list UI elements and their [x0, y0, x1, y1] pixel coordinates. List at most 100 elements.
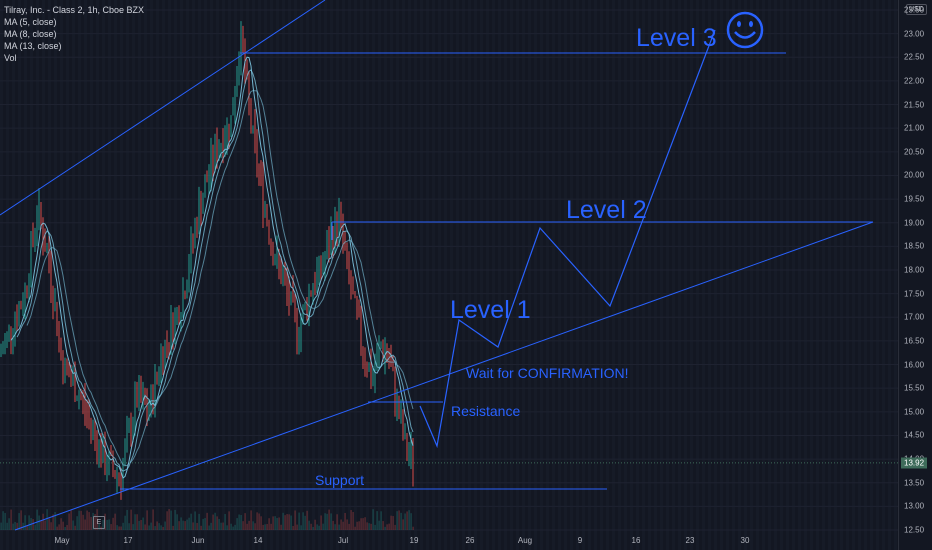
volume-bar	[198, 513, 200, 530]
price-tick-label: 15.00	[904, 407, 925, 417]
volume-bar	[132, 524, 134, 530]
events-button[interactable]: E	[93, 516, 105, 529]
session-stripe	[774, 0, 777, 550]
session-stripe	[654, 0, 657, 550]
volume-bar	[402, 519, 404, 530]
session-stripe	[150, 0, 153, 550]
volume-bar	[292, 525, 294, 530]
time-tick-label: Aug	[517, 536, 533, 545]
legend-ma5[interactable]: MA (5, close)	[4, 17, 57, 27]
volume-bar	[348, 523, 350, 530]
price-tick-label: 19.00	[904, 218, 925, 228]
volume-bar	[404, 513, 406, 530]
wait-confirmation-label[interactable]: Wait for CONFIRMATION!	[466, 365, 629, 381]
volume-bar	[318, 525, 320, 530]
legend-ma8[interactable]: MA (8, close)	[4, 29, 57, 39]
volume-bar	[350, 510, 352, 530]
session-stripe	[426, 0, 429, 550]
volume-bar	[214, 512, 216, 530]
price-tick-label: 20.00	[904, 170, 925, 180]
moving-average-line	[26, 90, 414, 467]
session-stripe	[570, 0, 573, 550]
session-stripe	[552, 0, 555, 550]
volume-bar	[390, 515, 392, 530]
session-stripe	[894, 0, 897, 550]
level1-label[interactable]: Level 1	[450, 296, 531, 324]
session-stripe	[846, 0, 849, 550]
smiley-icon[interactable]	[725, 10, 765, 50]
session-stripe	[270, 0, 273, 550]
volume-bar	[234, 524, 236, 530]
session-stripe	[510, 0, 513, 550]
volume-bar	[408, 510, 410, 530]
session-stripe	[534, 0, 537, 550]
session-stripe	[822, 0, 825, 550]
session-stripe	[450, 0, 453, 550]
session-stripe	[228, 0, 231, 550]
session-stripe	[156, 0, 159, 550]
volume-bar	[16, 522, 18, 530]
volume-bar	[194, 511, 196, 530]
volume-bar	[354, 526, 356, 530]
volume-bar	[352, 512, 354, 530]
session-stripe	[300, 0, 303, 550]
session-stripe	[540, 0, 543, 550]
level2-label[interactable]: Level 2	[566, 196, 647, 224]
volume-bar	[382, 521, 384, 530]
session-stripe	[810, 0, 813, 550]
volume-bar	[90, 517, 92, 530]
session-stripe	[834, 0, 837, 550]
volume-bar	[338, 524, 340, 530]
session-stripe	[630, 0, 633, 550]
projection-path	[419, 29, 716, 449]
session-stripe	[390, 0, 393, 550]
session-stripe	[612, 0, 615, 550]
session-stripe	[168, 0, 171, 550]
volume-bar	[68, 513, 70, 530]
session-stripe	[468, 0, 471, 550]
volume-bar	[118, 526, 120, 530]
price-tick-label: 22.00	[904, 76, 925, 86]
session-stripe	[222, 0, 225, 550]
volume-bar	[94, 514, 96, 530]
volume-bar	[14, 521, 16, 530]
legend-volume[interactable]: Vol	[4, 53, 17, 63]
session-stripe	[756, 0, 759, 550]
price-tick-label: 20.50	[904, 147, 925, 157]
time-tick-label: Jul	[337, 536, 349, 545]
volume-bar	[366, 522, 368, 530]
volume-bar	[48, 518, 50, 530]
volume-bar	[86, 510, 88, 530]
session-stripe	[792, 0, 795, 550]
session-stripe	[252, 0, 255, 550]
level3-label[interactable]: Level 3	[636, 24, 717, 52]
volume-bar	[240, 515, 242, 530]
volume-bar	[74, 525, 76, 530]
price-tick-label: 18.50	[904, 241, 925, 251]
session-stripe	[462, 0, 465, 550]
session-stripe	[0, 0, 3, 550]
volume-bar	[278, 517, 280, 530]
chart-canvas[interactable]	[0, 0, 898, 550]
currency-badge[interactable]: USD	[906, 4, 927, 15]
volume-bar	[260, 516, 262, 530]
session-stripe	[180, 0, 183, 550]
legend-symbol[interactable]: Tilray, Inc. - Class 2, 1h, Cboe BZX	[4, 5, 145, 15]
volume-bar	[290, 515, 292, 530]
volume-bar	[116, 525, 118, 530]
volume-bar	[60, 518, 62, 530]
session-stripe	[60, 0, 63, 550]
session-stripe	[546, 0, 549, 550]
resistance-label[interactable]: Resistance	[451, 403, 521, 419]
volume-bar	[188, 517, 190, 530]
legend-ma13[interactable]: MA (13, close)	[4, 41, 62, 51]
session-stripe	[498, 0, 501, 550]
session-stripe	[582, 0, 585, 550]
volume-bar	[156, 521, 158, 530]
session-stripe	[876, 0, 879, 550]
support-label[interactable]: Support	[315, 472, 365, 488]
session-stripe	[138, 0, 141, 550]
session-stripe	[402, 0, 405, 550]
session-stripe	[714, 0, 717, 550]
volume-bar	[386, 524, 388, 530]
